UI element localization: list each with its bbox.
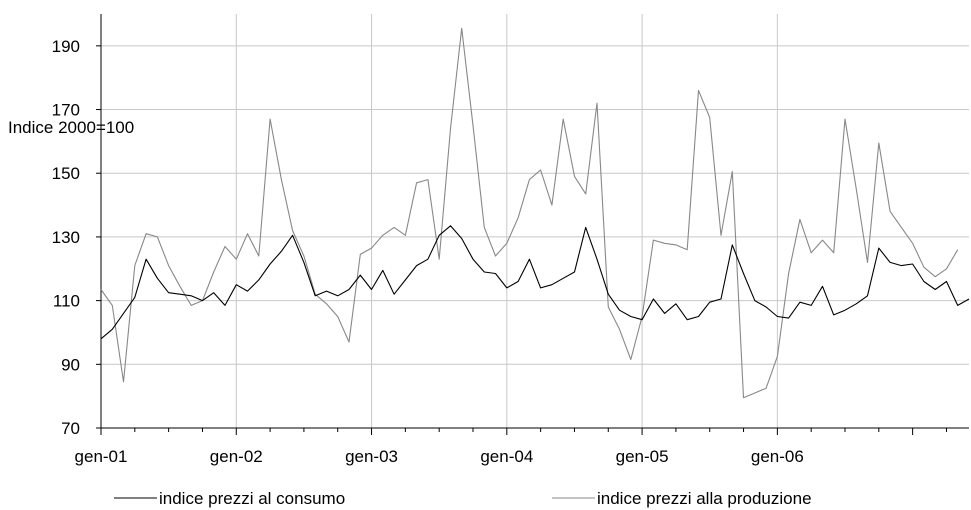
- series-line-consumo: [100, 225, 970, 340]
- y-tick-label: 130: [52, 228, 80, 247]
- y-tick-label: 110: [53, 292, 80, 311]
- x-tick-label: gen-06: [751, 447, 804, 466]
- y-tick-label: 90: [61, 355, 80, 374]
- x-tick-label: gen-01: [75, 447, 128, 466]
- gridlines: [101, 14, 969, 428]
- y-tick-label: 170: [52, 101, 80, 120]
- series-line-produzione: [100, 27, 959, 399]
- legend-label-produzione: indice prezzi alla produzione: [597, 489, 812, 508]
- y-tick-label: 190: [52, 37, 80, 56]
- x-tick-label: gen-04: [480, 447, 533, 466]
- y-tick-labels: 70 90 110 130 150 170 190: [52, 37, 80, 438]
- x-tick-label: gen-03: [345, 447, 398, 466]
- series-lines: [100, 27, 970, 399]
- y-axis-label: Indice 2000=100: [8, 118, 134, 137]
- y-tick-label: 150: [52, 164, 80, 183]
- legend: indice prezzi al consumo indice prezzi a…: [114, 489, 812, 508]
- x-tick-labels: gen-01 gen-02 gen-03 gen-04 gen-05 gen-06: [75, 447, 804, 466]
- y-tick-label: 70: [61, 419, 80, 438]
- x-tick-label: gen-02: [210, 447, 263, 466]
- legend-label-consumo: indice prezzi al consumo: [159, 489, 345, 508]
- x-tick-label: gen-05: [616, 447, 669, 466]
- axes: [96, 14, 969, 435]
